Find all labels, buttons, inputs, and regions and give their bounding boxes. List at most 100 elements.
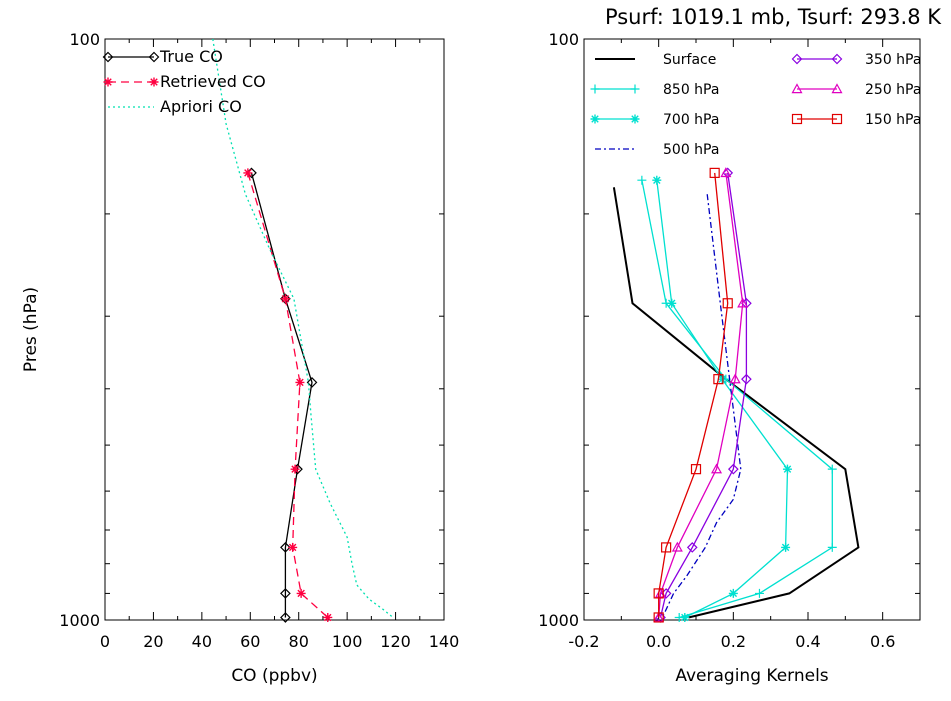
data-point xyxy=(741,373,752,385)
x-tick-label: 0.4 xyxy=(795,632,820,651)
legend-marker xyxy=(590,114,600,124)
data-point xyxy=(280,588,291,599)
legend-marker xyxy=(791,53,803,65)
legend-label: 350 hPa xyxy=(865,52,921,68)
y-tick-label: 1000 xyxy=(538,611,579,630)
x-tick-label: 60 xyxy=(240,632,260,651)
series-line xyxy=(659,172,748,618)
legend-item: 500 hPa xyxy=(595,142,719,158)
legend: Surface 850 hPa 700 hPa 500 hPa 350 hPa 250 h… xyxy=(590,52,921,158)
x-tick-label: 120 xyxy=(380,632,411,651)
data-point xyxy=(728,588,738,598)
series-retrieved-co xyxy=(243,168,333,622)
x-tick-label: 0 xyxy=(100,632,110,651)
data-point xyxy=(288,542,298,552)
legend-marker xyxy=(590,84,600,94)
data-point xyxy=(720,167,732,178)
legend-marker xyxy=(102,51,114,63)
legend-marker xyxy=(149,77,159,87)
data-point xyxy=(652,175,662,185)
legend-item: Apriori CO xyxy=(108,97,242,116)
data-point xyxy=(280,294,290,304)
series-150-hpa xyxy=(653,167,733,623)
data-point xyxy=(653,612,664,623)
data-point xyxy=(671,541,683,552)
legend-marker xyxy=(103,77,113,87)
x-tick-label: -0.2 xyxy=(568,632,599,651)
data-point xyxy=(722,298,733,309)
legend-marker xyxy=(791,113,803,125)
chart-title: Psurf: 1019.1 mb, Tsurf: 293.8 K xyxy=(605,5,942,29)
series-apriori-co xyxy=(212,38,394,619)
data-point xyxy=(729,373,741,384)
data-point xyxy=(661,542,672,553)
data-point xyxy=(781,542,791,552)
legend-item: 250 hPa xyxy=(791,82,921,98)
legend-label: Retrieved CO xyxy=(160,72,266,91)
plot-frame xyxy=(583,38,921,621)
series-500-hpa xyxy=(661,194,742,618)
panel-averaging-kernels: -0.2 0.0 0.2 0.4 0.6 100 1000 Averaging Kernels… xyxy=(538,5,942,686)
data-point xyxy=(709,167,720,178)
legend-item: 350 hPa xyxy=(791,52,921,68)
legend-marker xyxy=(831,113,843,125)
data-point xyxy=(306,377,318,388)
legend-label: True CO xyxy=(159,47,223,66)
legend-label: 700 hPa xyxy=(663,112,719,128)
panel-co-profile: 0 20 40 60 80 100 120 140 100 1000 CO (ppbv) Pres (… xyxy=(21,30,459,686)
data-point xyxy=(754,588,764,598)
legend-item: Retrieved CO xyxy=(103,72,266,91)
series-line xyxy=(212,38,394,619)
legend-marker xyxy=(791,83,803,94)
series-surface xyxy=(612,187,860,619)
data-point xyxy=(323,612,333,622)
y-tick-label: 100 xyxy=(548,30,579,49)
legend-label: 850 hPa xyxy=(663,82,719,98)
x-tick-label: 140 xyxy=(429,632,460,651)
data-point xyxy=(243,168,253,178)
series-true-co xyxy=(246,167,318,623)
data-point xyxy=(686,542,698,553)
plot-frame xyxy=(104,38,445,621)
data-point xyxy=(295,377,305,387)
legend-item: True CO xyxy=(102,47,223,66)
x-tick-label: 20 xyxy=(143,632,163,651)
x-axis-label: CO (ppbv) xyxy=(231,666,317,686)
data-point xyxy=(713,374,724,385)
x-tick-label: 0.6 xyxy=(870,632,895,651)
data-point xyxy=(280,542,291,553)
data-point xyxy=(667,298,677,308)
data-point xyxy=(782,464,792,474)
series-350-hpa xyxy=(655,167,752,623)
x-tick-label: 80 xyxy=(289,632,309,651)
data-point xyxy=(280,612,291,623)
legend-marker xyxy=(630,84,640,94)
data-point xyxy=(290,464,300,474)
data-point xyxy=(711,463,723,474)
legend-item: 850 hPa xyxy=(590,82,719,98)
data-point xyxy=(717,374,727,384)
data-point xyxy=(296,588,306,598)
series-line xyxy=(247,172,329,618)
legend-marker xyxy=(630,114,640,124)
legend-item: 700 hPa xyxy=(590,112,719,128)
data-point xyxy=(690,464,702,475)
legend-marker xyxy=(148,51,160,63)
legend-marker xyxy=(831,53,843,65)
legend-label: 250 hPa xyxy=(865,82,921,98)
legend-item: Surface xyxy=(595,52,716,68)
x-tick-label: 100 xyxy=(332,632,363,651)
data-point xyxy=(637,175,647,185)
data-point xyxy=(827,464,837,474)
x-tick-label: 0.2 xyxy=(721,632,746,651)
series-line xyxy=(658,172,744,618)
y-tick-label: 100 xyxy=(69,30,100,49)
x-tick-label: 0.0 xyxy=(646,632,671,651)
x-tick-label: 40 xyxy=(192,632,212,651)
series-700-hpa xyxy=(652,175,792,622)
series-line xyxy=(250,172,313,618)
series-line xyxy=(658,172,729,618)
legend-marker xyxy=(831,83,843,94)
legend-label: 500 hPa xyxy=(663,142,719,158)
data-point xyxy=(653,588,664,599)
